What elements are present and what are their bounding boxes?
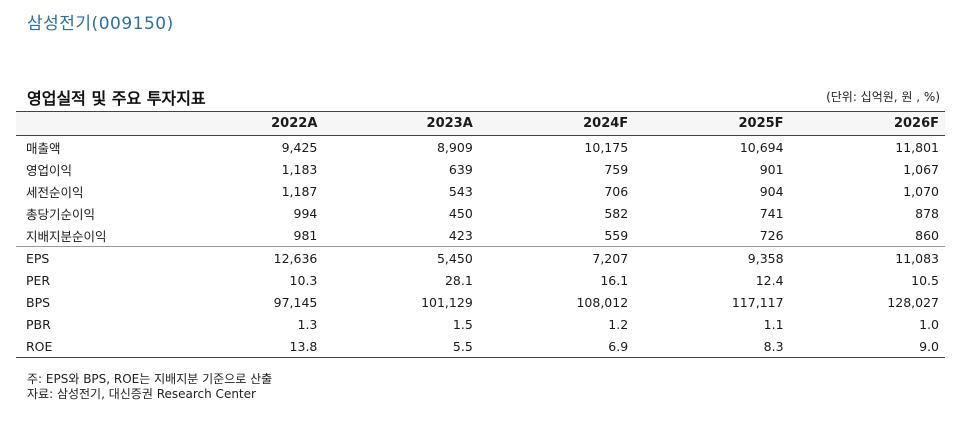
row-label: PBR: [26, 316, 51, 332]
table-cell: 10.3: [289, 272, 318, 288]
row-label: 영업이익: [26, 162, 73, 178]
table-cell: 16.1: [600, 272, 629, 288]
table-cell: 10.5: [911, 272, 939, 288]
row-label: 총당기순이익: [26, 206, 96, 222]
table-cell: 741: [759, 205, 784, 221]
table-row: 지배지분순이익 981 423 559 726 860: [16, 224, 945, 247]
table-cell: 11,801: [895, 139, 939, 155]
header-year: 2023A: [323, 111, 479, 136]
table-cell: 904: [759, 183, 784, 199]
table-cell: 9,358: [634, 246, 790, 269]
table-cell: 450: [448, 205, 473, 221]
table-cell: 860: [915, 227, 939, 243]
table-cell: 706: [604, 183, 629, 199]
table-row: BPS 97,145 101,129 108,012 117,117 128,027: [16, 291, 945, 313]
table-cell: 639: [448, 161, 473, 177]
table-cell: 8.3: [634, 335, 790, 358]
row-label: 지배지분순이익: [26, 228, 107, 244]
table-cell: 7,207: [478, 246, 635, 269]
table-cell: 759: [604, 161, 629, 177]
table-row: 영업이익 1,183 639 759 901 1,067: [16, 158, 945, 180]
header-year: 2024F: [478, 111, 635, 136]
table-cell: 5.5: [323, 335, 479, 358]
table-cell: 901: [759, 161, 784, 177]
table-cell: 5,450: [323, 246, 479, 269]
table-row: EPS 12,636 5,450 7,207 9,358 11,083: [16, 246, 945, 269]
row-label: BPS: [26, 294, 51, 310]
header-blank-cell: [16, 111, 168, 136]
unit-label: (단위: 십억원, 원 , %): [826, 90, 940, 104]
row-label: 세전순이익: [26, 184, 84, 200]
table-row: ROE 13.8 5.5 6.9 8.3 9.0: [16, 335, 945, 358]
table-cell: 8,909: [436, 139, 473, 155]
table-row: PBR 1.3 1.5 1.2 1.1 1.0: [16, 313, 945, 335]
table-cell: 12,636: [168, 246, 324, 269]
table-cell: 97,145: [273, 294, 318, 310]
table-cell: 11,083: [789, 246, 945, 269]
table-cell: 726: [759, 227, 784, 243]
table-cell: 1.5: [452, 316, 473, 332]
table-row: 매출액 9,425 8,909 10,175 10,694 11,801: [16, 136, 945, 159]
footnotes: 주: EPS와 BPS, ROE는 지배지분 기준으로 산출 자료: 삼성전기,…: [27, 372, 272, 402]
table-cell: 13.8: [168, 335, 324, 358]
table-row: 세전순이익 1,187 543 706 904 1,070: [16, 180, 945, 202]
header-year: 2026F: [789, 111, 945, 136]
table-cell: 543: [448, 183, 473, 199]
table-title: 영업실적 및 주요 투자지표: [27, 89, 206, 108]
table-cell: 128,027: [887, 294, 939, 310]
row-label: ROE: [16, 335, 168, 358]
table-cell: 878: [915, 205, 939, 221]
table-cell: 981: [293, 227, 318, 243]
table-row: PER 10.3 28.1 16.1 12.4 10.5: [16, 269, 945, 291]
table-cell: 1,187: [281, 183, 318, 199]
financial-table: 2022A 2023A 2024F 2025F 2026F 매출액 9,425 8,…: [16, 111, 945, 358]
header-year: 2025F: [634, 111, 790, 136]
footnote-source: 자료: 삼성전기, 대신증권 Research Center: [27, 387, 256, 401]
table-cell: 559: [604, 227, 629, 243]
table-cell: 1.0: [919, 316, 939, 332]
table-cell: 582: [604, 205, 629, 221]
table-cell: 1,067: [903, 161, 939, 177]
table-cell: 994: [293, 205, 318, 221]
table-cell: 1.3: [297, 316, 318, 332]
table-cell: 1,070: [903, 183, 939, 199]
table-cell: 1.1: [763, 316, 784, 332]
table-cell: 423: [448, 227, 473, 243]
table-cell: 9,425: [281, 139, 318, 155]
table-cell: 1,183: [281, 161, 318, 177]
table-cell: 10,694: [739, 139, 784, 155]
table-cell: 1.2: [608, 316, 629, 332]
table-cell: 28.1: [444, 272, 473, 288]
table-header-row: 2022A 2023A 2024F 2025F 2026F: [16, 111, 945, 136]
table-cell: 117,117: [731, 294, 784, 310]
table-cell: 6.9: [478, 335, 635, 358]
table-cell: 9.0: [789, 335, 945, 358]
company-label: 삼성전기(009150): [27, 14, 174, 34]
row-label: 매출액: [26, 140, 61, 156]
table-row: 총당기순이익 994 450 582 741 878: [16, 202, 945, 224]
row-label: EPS: [16, 246, 168, 269]
table-cell: 108,012: [576, 294, 629, 310]
table-cell: 101,129: [421, 294, 473, 310]
table-cell: 10,175: [584, 139, 629, 155]
table-cell: 12.4: [755, 272, 784, 288]
row-label: PER: [26, 272, 51, 288]
table-body: 매출액 9,425 8,909 10,175 10,694 11,801 영업이익 1,183…: [16, 136, 945, 358]
financial-table-container: 2022A 2023A 2024F 2025F 2026F 매출액 9,425 8,…: [16, 111, 945, 358]
footnote-basis: 주: EPS와 BPS, ROE는 지배지분 기준으로 산출: [27, 372, 273, 386]
header-year: 2022A: [168, 111, 324, 136]
